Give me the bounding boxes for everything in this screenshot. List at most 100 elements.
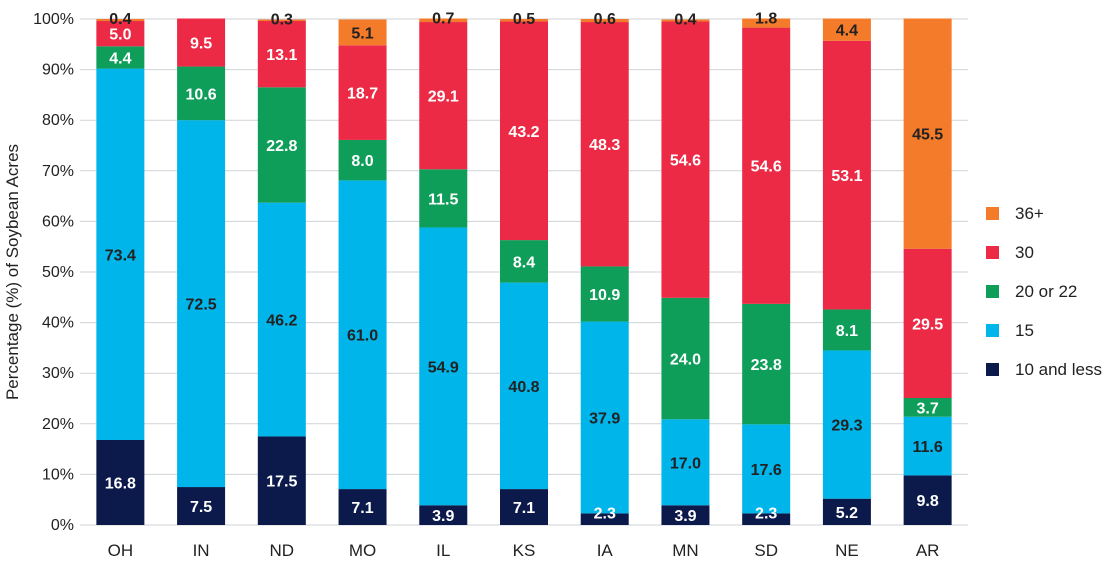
data-label: 7.1 xyxy=(351,500,373,517)
data-label: 0.5 xyxy=(513,11,535,28)
bar-segment xyxy=(580,19,629,23)
bar-segment xyxy=(580,321,629,514)
x-tick-label: IL xyxy=(436,541,450,560)
data-label: 0.4 xyxy=(674,12,696,29)
data-label: 16.8 xyxy=(105,475,136,492)
bar-segment xyxy=(742,27,791,304)
bar-segment xyxy=(903,18,952,249)
bar-segment xyxy=(177,66,226,121)
bar-segment xyxy=(742,303,791,425)
legend-swatch xyxy=(986,285,999,298)
data-label: 8.1 xyxy=(836,323,858,340)
bar-segment xyxy=(419,505,468,525)
data-label: 0.4 xyxy=(109,11,131,28)
x-tick-label: KS xyxy=(513,541,536,560)
data-label: 7.1 xyxy=(513,500,535,517)
bar-segment xyxy=(177,487,226,525)
data-label: 3.9 xyxy=(674,508,696,525)
bar-ar: 9.8 11.6 3.7 29.5 45.5 xyxy=(903,18,952,525)
bar-mo: 7.1 61.0 8.0 18.7 5.1 xyxy=(338,19,387,525)
bar-segment xyxy=(661,505,710,525)
bar-ks: 7.1 40.8 8.4 43.2 0.5 xyxy=(500,11,548,525)
bar-segment xyxy=(338,139,387,181)
data-label: 13.1 xyxy=(266,47,297,64)
data-label: 48.3 xyxy=(589,137,620,154)
bar-segment xyxy=(742,424,791,514)
bar-segment xyxy=(338,180,387,490)
bar-segment xyxy=(822,18,871,41)
bar-segment xyxy=(257,87,306,203)
legend-swatch xyxy=(986,207,999,220)
legend-swatch xyxy=(986,246,999,259)
bar-segment xyxy=(96,46,145,69)
y-axis-ticks: 0% 10% 20% 30% 40% 50% 60% 70% 80% 90% 100% xyxy=(33,11,74,534)
data-label: 10.9 xyxy=(589,287,620,304)
y-tick-label: 60% xyxy=(42,213,74,230)
data-label: 5.2 xyxy=(836,505,858,522)
data-label: 22.8 xyxy=(266,138,297,155)
y-tick-label: 90% xyxy=(42,62,74,79)
data-label: 29.5 xyxy=(912,316,943,333)
bar-segment xyxy=(580,22,629,267)
data-label: 9.5 xyxy=(190,36,212,53)
data-label: 4.4 xyxy=(836,23,858,40)
legend-item: 15 xyxy=(986,321,1034,340)
bar-segment xyxy=(661,419,710,506)
legend-swatch xyxy=(986,324,999,337)
data-label: 43.2 xyxy=(508,124,539,141)
bar-segment xyxy=(822,309,871,351)
data-label: 37.9 xyxy=(589,410,620,427)
bar-segment xyxy=(661,19,710,22)
bar-segment xyxy=(96,439,145,525)
bar-in: 7.5 72.5 10.6 9.5 xyxy=(177,18,226,525)
bar-il: 3.9 54.9 11.5 29.1 0.7 xyxy=(419,10,468,525)
data-label: 18.7 xyxy=(347,86,378,103)
bar-segment xyxy=(419,22,468,170)
bar-oh: 16.8 73.4 4.4 5.00.4 xyxy=(96,11,145,525)
bar-segment xyxy=(580,266,629,322)
data-label: 0.3 xyxy=(271,12,293,29)
bar-segment xyxy=(419,18,468,23)
x-tick-label: MN xyxy=(672,541,698,560)
bar-segment xyxy=(177,18,226,67)
legend-label: 10 and less xyxy=(1015,360,1102,379)
bars: 16.873.44.45.00.47.572.510.69.517.546.22… xyxy=(96,10,952,525)
bar-segment xyxy=(903,475,952,525)
data-label: 2.3 xyxy=(755,505,777,522)
bar-segment xyxy=(96,68,145,440)
data-label: 10.6 xyxy=(186,86,217,103)
data-label: 7.5 xyxy=(190,499,212,516)
data-label: 0.6 xyxy=(594,11,616,28)
data-label: 29.3 xyxy=(831,418,862,435)
bar-segment xyxy=(903,397,952,417)
y-tick-label: 70% xyxy=(42,163,74,180)
data-label: 17.5 xyxy=(266,474,297,491)
data-label: 0.7 xyxy=(432,10,454,27)
data-label: 8.4 xyxy=(513,254,535,271)
data-label: 23.8 xyxy=(751,357,782,374)
bar-segment xyxy=(338,19,387,46)
x-tick-label: IA xyxy=(597,541,614,560)
data-label: 53.1 xyxy=(831,168,862,185)
x-tick-label: AR xyxy=(916,541,940,560)
data-label: 2.3 xyxy=(594,505,616,522)
data-label: 54.6 xyxy=(751,159,782,176)
data-label: 11.5 xyxy=(428,191,458,208)
bar-ia: 2.3 37.9 10.9 48.3 0.6 xyxy=(580,11,629,525)
data-label: 8.0 xyxy=(351,153,373,170)
y-tick-label: 30% xyxy=(42,365,74,382)
bar-segment xyxy=(742,513,791,525)
data-label: 61.0 xyxy=(347,328,378,345)
bar-nd: 17.5 46.2 22.8 13.1 0.3 xyxy=(257,12,306,525)
data-label: 24.0 xyxy=(670,352,701,369)
bar-segment xyxy=(822,498,871,525)
bar-segment xyxy=(257,19,306,22)
bar-segment xyxy=(96,21,145,47)
bar-segment xyxy=(661,21,710,298)
data-label: 73.4 xyxy=(105,247,136,264)
bar-segment xyxy=(742,18,791,28)
data-label: 1.8 xyxy=(755,10,777,27)
data-label: 40.8 xyxy=(508,379,539,396)
x-tick-label: IN xyxy=(193,541,210,560)
